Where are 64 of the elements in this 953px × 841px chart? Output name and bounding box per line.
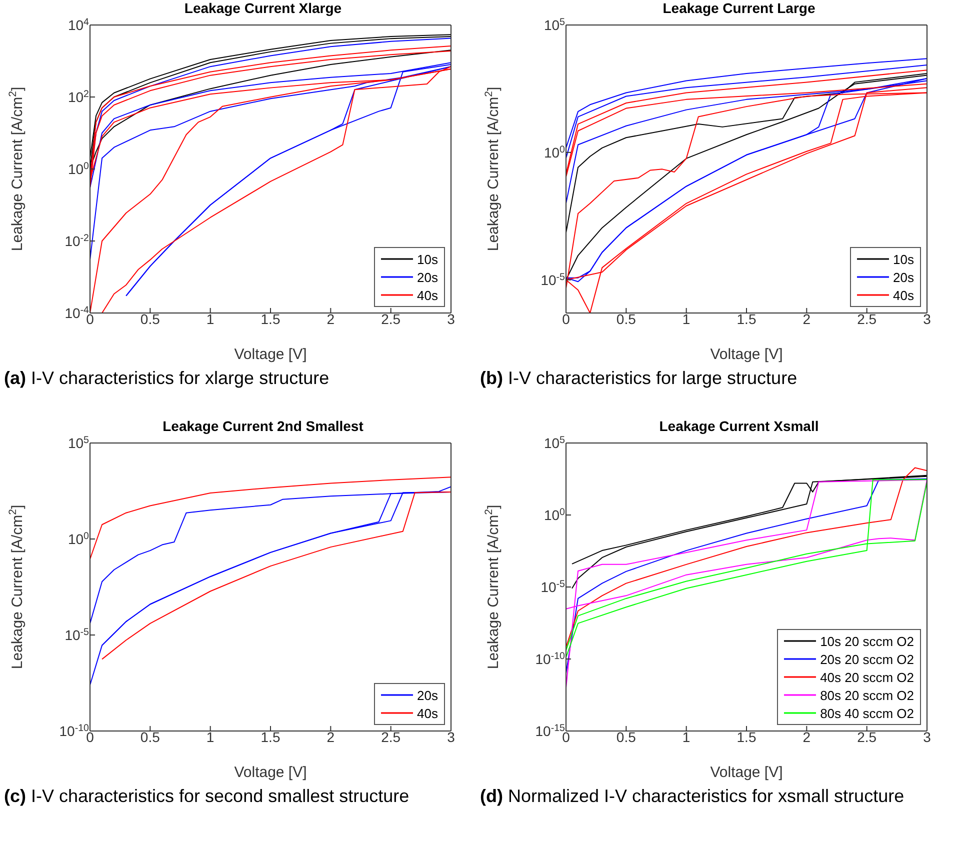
x-tick-label: 1.5 [260,729,280,745]
y-tick-label: 10$^{4}$ [68,16,90,33]
legend-label: 20s [417,688,438,702]
x-tick-label: 3 [923,311,932,327]
y-tick-label: 10$^{5}$ [68,434,90,451]
x-tick-label: 2.5 [857,729,877,745]
x-tick-label: 0 [562,311,570,327]
y-tick-label: 10$^{0}$ [68,530,90,547]
x-tick-label: 2 [326,311,335,327]
y-tick-label: 10$^{0}$ [544,144,566,160]
legend-label: 80s 40 sccm O2 [820,706,914,720]
x-axis-title: Voltage [V] [234,764,307,781]
x-tick-label: 0.5 [140,311,160,327]
x-axis-title: Voltage [V] [234,346,307,363]
y-tick-label: 10$^{-10}$ [535,650,566,667]
y-tick-label: 10$^{-2}$ [64,232,89,249]
y-tick-label: 10$^{-5}$ [64,626,90,643]
x-axis-title: Voltage [V] [710,764,783,781]
legend-label: 20s 20 sccm O2 [820,652,914,666]
x-tick-label: 2 [326,729,335,745]
x-tick-label: 2.5 [381,729,401,745]
y-tick-label: 10$^{-5}$ [540,578,566,595]
chart-title: Leakage Current Xlarge [183,0,343,18]
legend-label: 10s [417,252,438,266]
x-tick-label: 1.5 [736,729,756,745]
x-tick-label: 1 [206,729,214,745]
x-tick-label: 0.5 [140,729,160,745]
y-tick-label: 10$^{5}$ [544,16,566,33]
x-tick-label: 1 [206,311,214,327]
legend-label: 40s 20 sccm O2 [820,670,914,684]
legend-label: 80s 20 sccm O2 [820,688,914,702]
legend-label: 20s [417,270,438,284]
x-tick-label: 3 [447,311,456,327]
x-tick-label: 2 [802,729,811,745]
x-tick-label: 3 [447,729,456,745]
x-tick-label: 0.5 [616,311,636,327]
x-tick-label: 1.5 [260,311,280,327]
x-tick-label: 1 [682,311,690,327]
legend-label: 40s [893,288,914,302]
x-tick-label: 2.5 [381,311,401,327]
y-tick-label: 10$^{0}$ [544,506,566,523]
legend-label: 10s 20 sccm O2 [820,634,914,648]
x-tick-label: 1 [682,729,690,745]
text: (d) Normalized I-V characteristics for xsmall structure [480,785,906,807]
legend-label: 40s [417,706,438,720]
legend-label: 40s [417,288,438,302]
chart-title: Leakage Current Large [662,0,816,18]
text: (b) I-V characteristics for large structure [480,367,798,389]
y-tick-label: 10$^{-5}$ [540,271,566,288]
legend-label: 10s [893,252,914,266]
chart-title: Leakage Current 2nd Smallest [162,418,364,436]
text: (c) I-V characteristics for second smallest structure [4,786,410,806]
x-tick-label: 0.5 [616,729,636,745]
x-tick-label: 1.5 [736,311,756,327]
y-tick-label: 10$^{5}$ [544,434,566,451]
text: (a) I-V characteristics for xlarge structure [4,368,330,388]
y-tick-label: 10$^{2}$ [68,88,89,105]
x-tick-label: 2 [802,311,811,327]
x-tick-label: 2.5 [857,311,877,327]
legend-label: 20s [893,270,914,284]
x-axis-title: Voltage [V] [710,346,783,363]
x-tick-label: 3 [923,729,932,745]
y-tick-label: 10$^{0}$ [68,160,90,177]
chart-title: Leakage Current Xsmall [658,418,820,436]
